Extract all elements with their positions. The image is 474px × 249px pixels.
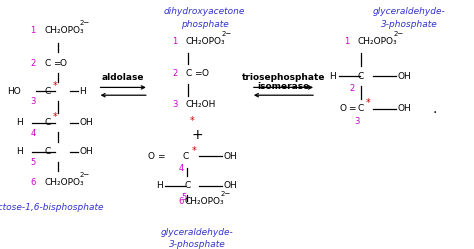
Text: C: C [358,104,364,113]
Text: O: O [201,69,208,78]
Text: 1: 1 [30,26,36,35]
Text: H: H [79,87,86,96]
Text: H: H [155,181,163,190]
Text: C: C [182,152,189,161]
Text: =: = [53,59,60,68]
Text: phosphate: phosphate [181,20,228,29]
Text: =: = [156,152,164,161]
Text: C: C [358,72,364,81]
Text: CH₂OPO₃: CH₂OPO₃ [44,178,84,187]
Text: +: + [191,128,203,142]
Text: 2−: 2− [222,31,232,37]
Text: C: C [44,59,50,68]
Text: 2: 2 [349,84,355,93]
Text: C: C [44,118,50,127]
Text: triosephosphate: triosephosphate [242,73,325,82]
Text: C: C [44,87,50,96]
Text: 5: 5 [181,193,186,202]
Text: fructose-1,6-bisphosphate: fructose-1,6-bisphosphate [0,203,103,212]
Text: O: O [60,59,66,68]
Text: 6: 6 [30,178,36,187]
Text: C: C [186,69,192,78]
Text: CH₂OPO₃: CH₂OPO₃ [186,37,226,46]
Text: H: H [329,72,336,81]
Text: 6: 6 [178,197,183,206]
Text: 3-phosphate: 3-phosphate [381,20,437,29]
Text: aldolase: aldolase [102,73,145,82]
Text: *: * [53,81,57,91]
Text: *: * [190,116,194,125]
Text: H: H [16,147,23,156]
Text: CH₂OPO₃: CH₂OPO₃ [184,197,224,206]
Text: O: O [147,152,155,161]
Text: CH₂OH: CH₂OH [186,100,216,109]
Text: glyceraldehyde-: glyceraldehyde- [373,7,445,16]
Text: 2: 2 [172,69,177,78]
Text: O: O [339,104,346,113]
Text: =: = [194,69,202,78]
Text: isomerase: isomerase [257,82,310,91]
Text: OH: OH [397,104,411,113]
Text: CH₂OPO₃: CH₂OPO₃ [44,26,84,35]
Text: 3: 3 [172,100,177,109]
Text: 2: 2 [30,59,36,68]
Text: dihydroxyacetone: dihydroxyacetone [164,7,245,16]
Text: 3-phosphate: 3-phosphate [169,240,226,249]
Text: =: = [348,104,356,113]
Text: CH₂OPO₃: CH₂OPO₃ [358,37,397,46]
Text: 3: 3 [354,117,359,126]
Text: OH: OH [223,181,237,190]
Text: C: C [184,181,191,190]
Text: 4: 4 [30,129,36,138]
Text: OH: OH [397,72,411,81]
Text: C: C [44,147,50,156]
Text: OH: OH [223,152,237,161]
Text: 1: 1 [172,37,177,46]
Text: 3: 3 [30,97,36,106]
Text: OH: OH [79,147,93,156]
Text: 1: 1 [344,37,349,46]
Text: 2−: 2− [80,20,90,26]
Text: 5: 5 [30,158,36,167]
Text: glyceraldehyde-: glyceraldehyde- [161,228,234,237]
Text: 2−: 2− [221,191,231,197]
Text: HO: HO [7,87,21,96]
Text: *: * [192,146,197,156]
Text: *: * [53,112,57,122]
Text: 2−: 2− [393,31,404,37]
Text: 4: 4 [179,164,184,173]
Text: H: H [16,118,23,127]
Text: 2−: 2− [80,172,90,178]
Text: OH: OH [79,118,93,127]
Text: .: . [432,102,437,116]
Text: *: * [366,98,371,108]
